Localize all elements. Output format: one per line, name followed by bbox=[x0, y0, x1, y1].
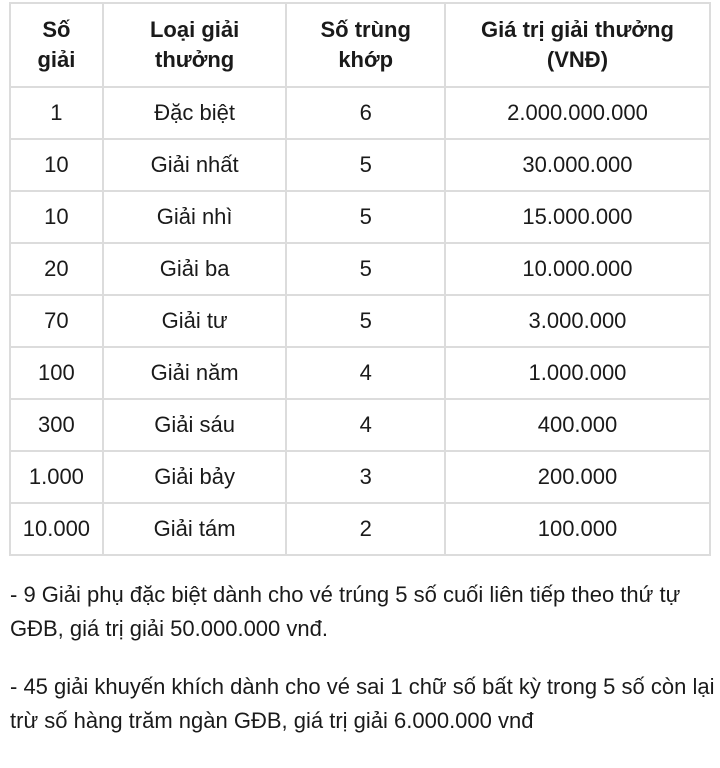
table-row: 10.000 Giải tám 2 100.000 bbox=[9, 502, 712, 556]
table-row: 20 Giải ba 5 10.000.000 bbox=[9, 242, 712, 296]
cell-so-trung-khop: 5 bbox=[285, 190, 446, 244]
cell-so-trung-khop: 3 bbox=[285, 450, 446, 504]
cell-so-giai: 70 bbox=[9, 294, 104, 348]
table-row: 1.000 Giải bảy 3 200.000 bbox=[9, 450, 712, 504]
notes: - 9 Giải phụ đặc biệt dành cho vé trúng … bbox=[10, 578, 715, 762]
cell-so-giai: 10 bbox=[9, 190, 104, 244]
header-so-giai: Số giải bbox=[9, 2, 104, 88]
header-loai-giai: Loại giải thưởng bbox=[101, 2, 288, 88]
cell-gia-tri: 400.000 bbox=[443, 398, 712, 452]
cell-gia-tri: 10.000.000 bbox=[443, 242, 712, 296]
note-khuyen-khich: - 45 giải khuyến khích dành cho vé sai 1… bbox=[10, 674, 715, 733]
cell-loai-giai: Giải tư bbox=[101, 294, 288, 348]
prize-table: Số giải Loại giải thưởng Số trùng khớp G… bbox=[9, 2, 712, 556]
cell-gia-tri: 200.000 bbox=[443, 450, 712, 504]
cell-so-giai: 1.000 bbox=[9, 450, 104, 504]
cell-so-giai: 100 bbox=[9, 346, 104, 400]
cell-gia-tri: 15.000.000 bbox=[443, 190, 712, 244]
cell-so-trung-khop: 4 bbox=[285, 398, 446, 452]
cell-gia-tri: 3.000.000 bbox=[443, 294, 712, 348]
cell-loai-giai: Giải bảy bbox=[101, 450, 288, 504]
cell-so-giai: 20 bbox=[9, 242, 104, 296]
cell-so-giai: 1 bbox=[9, 86, 104, 140]
table-row: 100 Giải năm 4 1.000.000 bbox=[9, 346, 712, 400]
cell-gia-tri: 1.000.000 bbox=[443, 346, 712, 400]
cell-loai-giai: Giải tám bbox=[101, 502, 288, 556]
cell-gia-tri: 100.000 bbox=[443, 502, 712, 556]
cell-so-giai: 10.000 bbox=[9, 502, 104, 556]
cell-gia-tri: 30.000.000 bbox=[443, 138, 712, 192]
table-row: 70 Giải tư 5 3.000.000 bbox=[9, 294, 712, 348]
table-header-row: Số giải Loại giải thưởng Số trùng khớp G… bbox=[9, 2, 712, 88]
table-row: 1 Đặc biệt 6 2.000.000.000 bbox=[9, 86, 712, 140]
table-row: 300 Giải sáu 4 400.000 bbox=[9, 398, 712, 452]
cell-so-trung-khop: 5 bbox=[285, 294, 446, 348]
cell-loai-giai: Giải nhất bbox=[101, 138, 288, 192]
cell-gia-tri: 2.000.000.000 bbox=[443, 86, 712, 140]
table-row: 10 Giải nhì 5 15.000.000 bbox=[9, 190, 712, 244]
cell-so-trung-khop: 5 bbox=[285, 242, 446, 296]
cell-so-trung-khop: 6 bbox=[285, 86, 446, 140]
cell-loai-giai: Giải sáu bbox=[101, 398, 288, 452]
note-giai-phu: - 9 Giải phụ đặc biệt dành cho vé trúng … bbox=[10, 582, 681, 641]
cell-loai-giai: Giải nhì bbox=[101, 190, 288, 244]
header-gia-tri: Giá trị giải thưởng (VNĐ) bbox=[443, 2, 712, 88]
cell-loai-giai: Giải ba bbox=[101, 242, 288, 296]
header-so-trung-khop: Số trùng khớp bbox=[285, 2, 446, 88]
cell-so-giai: 10 bbox=[9, 138, 104, 192]
cell-loai-giai: Đặc biệt bbox=[101, 86, 288, 140]
cell-so-giai: 300 bbox=[9, 398, 104, 452]
cell-so-trung-khop: 4 bbox=[285, 346, 446, 400]
table-row: 10 Giải nhất 5 30.000.000 bbox=[9, 138, 712, 192]
cell-so-trung-khop: 5 bbox=[285, 138, 446, 192]
cell-so-trung-khop: 2 bbox=[285, 502, 446, 556]
cell-loai-giai: Giải năm bbox=[101, 346, 288, 400]
